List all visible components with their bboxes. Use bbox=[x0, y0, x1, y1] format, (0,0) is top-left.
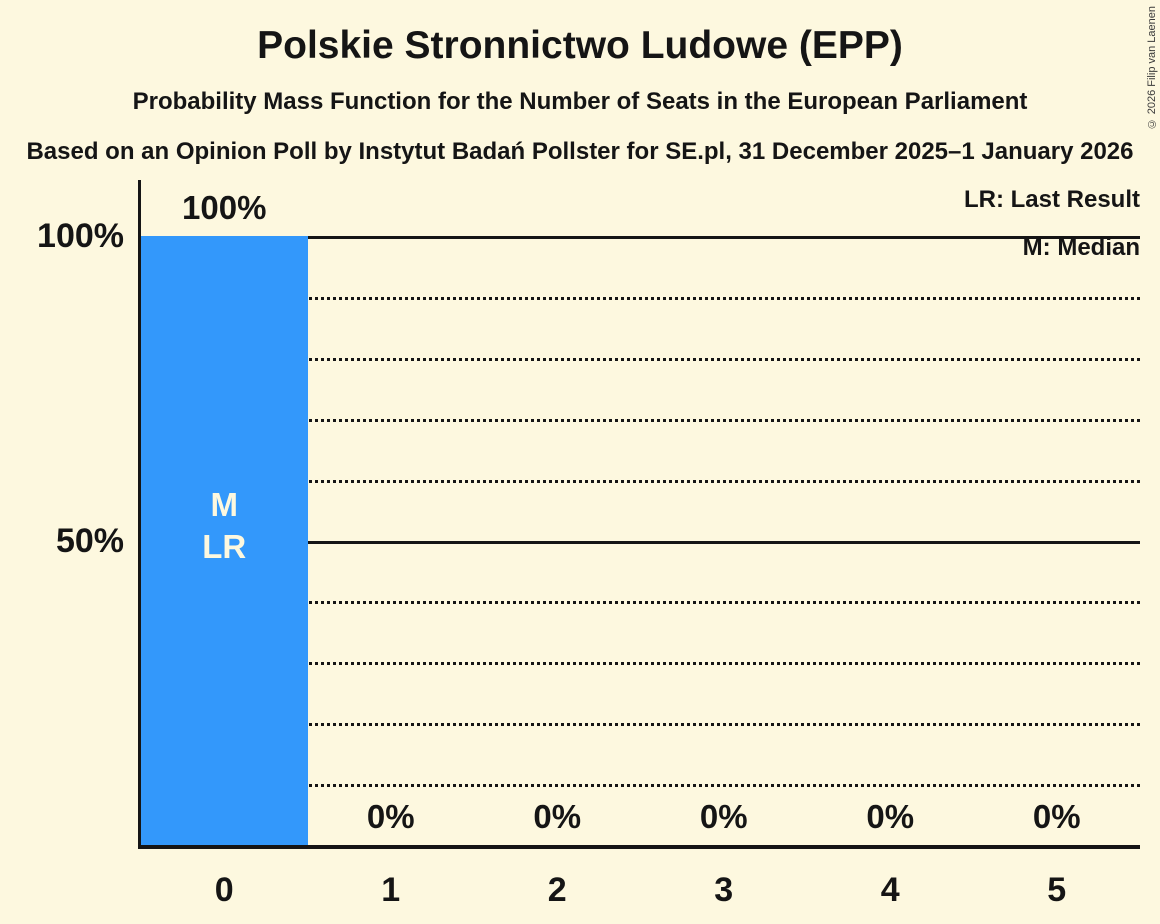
bar-annotation-line: M bbox=[210, 486, 239, 523]
chart-source-line: Based on an Opinion Poll by Instytut Bad… bbox=[26, 138, 1134, 165]
gridline-dotted-10pct bbox=[141, 784, 1140, 788]
bar-annotation-line: LR bbox=[202, 528, 247, 565]
legend-last-result: LR: Last Result bbox=[963, 186, 1140, 213]
chart-subtitle: Probability Mass Function for the Number… bbox=[132, 88, 1028, 115]
gridline-dotted-90pct bbox=[141, 296, 1140, 300]
gridline-dotted-80pct bbox=[141, 357, 1140, 361]
gridline-solid-100pct bbox=[141, 236, 1140, 239]
gridline-dotted-40pct bbox=[141, 601, 1140, 605]
bar-value-label-1: 0% bbox=[366, 798, 415, 835]
gridline-dotted-30pct bbox=[141, 662, 1140, 666]
legend-median: M: Median bbox=[1022, 234, 1140, 261]
bar-value-label-3: 0% bbox=[699, 798, 748, 835]
bar-value-label-4: 0% bbox=[866, 798, 915, 835]
y-tick-label-100pct: 100% bbox=[37, 217, 124, 255]
bar-seats-0 bbox=[141, 236, 308, 845]
gridline-solid-50pct bbox=[141, 540, 1140, 544]
gridline-dotted-20pct bbox=[141, 723, 1140, 727]
bar-value-label-5: 0% bbox=[1032, 798, 1081, 835]
x-tick-label-2: 2 bbox=[547, 871, 567, 909]
bar-value-label-2: 0% bbox=[533, 798, 582, 835]
x-tick-label-0: 0 bbox=[214, 871, 234, 909]
bar-annotation-median-lastresult: M LR bbox=[141, 484, 308, 568]
gridline-dotted-60pct bbox=[141, 479, 1140, 483]
chart-title: Polskie Stronnictwo Ludowe (EPP) bbox=[257, 24, 903, 67]
copyright-notice: © 2026 Filip van Laenen bbox=[1146, 6, 1158, 130]
bar-value-label-0: 100% bbox=[182, 189, 267, 226]
gridline-dotted-70pct bbox=[141, 418, 1140, 422]
x-tick-label-4: 4 bbox=[880, 871, 900, 909]
y-axis-line bbox=[138, 180, 141, 849]
x-tick-label-1: 1 bbox=[381, 871, 401, 909]
x-tick-label-5: 5 bbox=[1047, 871, 1067, 909]
x-axis-line bbox=[138, 845, 1140, 849]
y-tick-label-50pct: 50% bbox=[55, 521, 124, 560]
x-tick-label-3: 3 bbox=[714, 871, 734, 909]
